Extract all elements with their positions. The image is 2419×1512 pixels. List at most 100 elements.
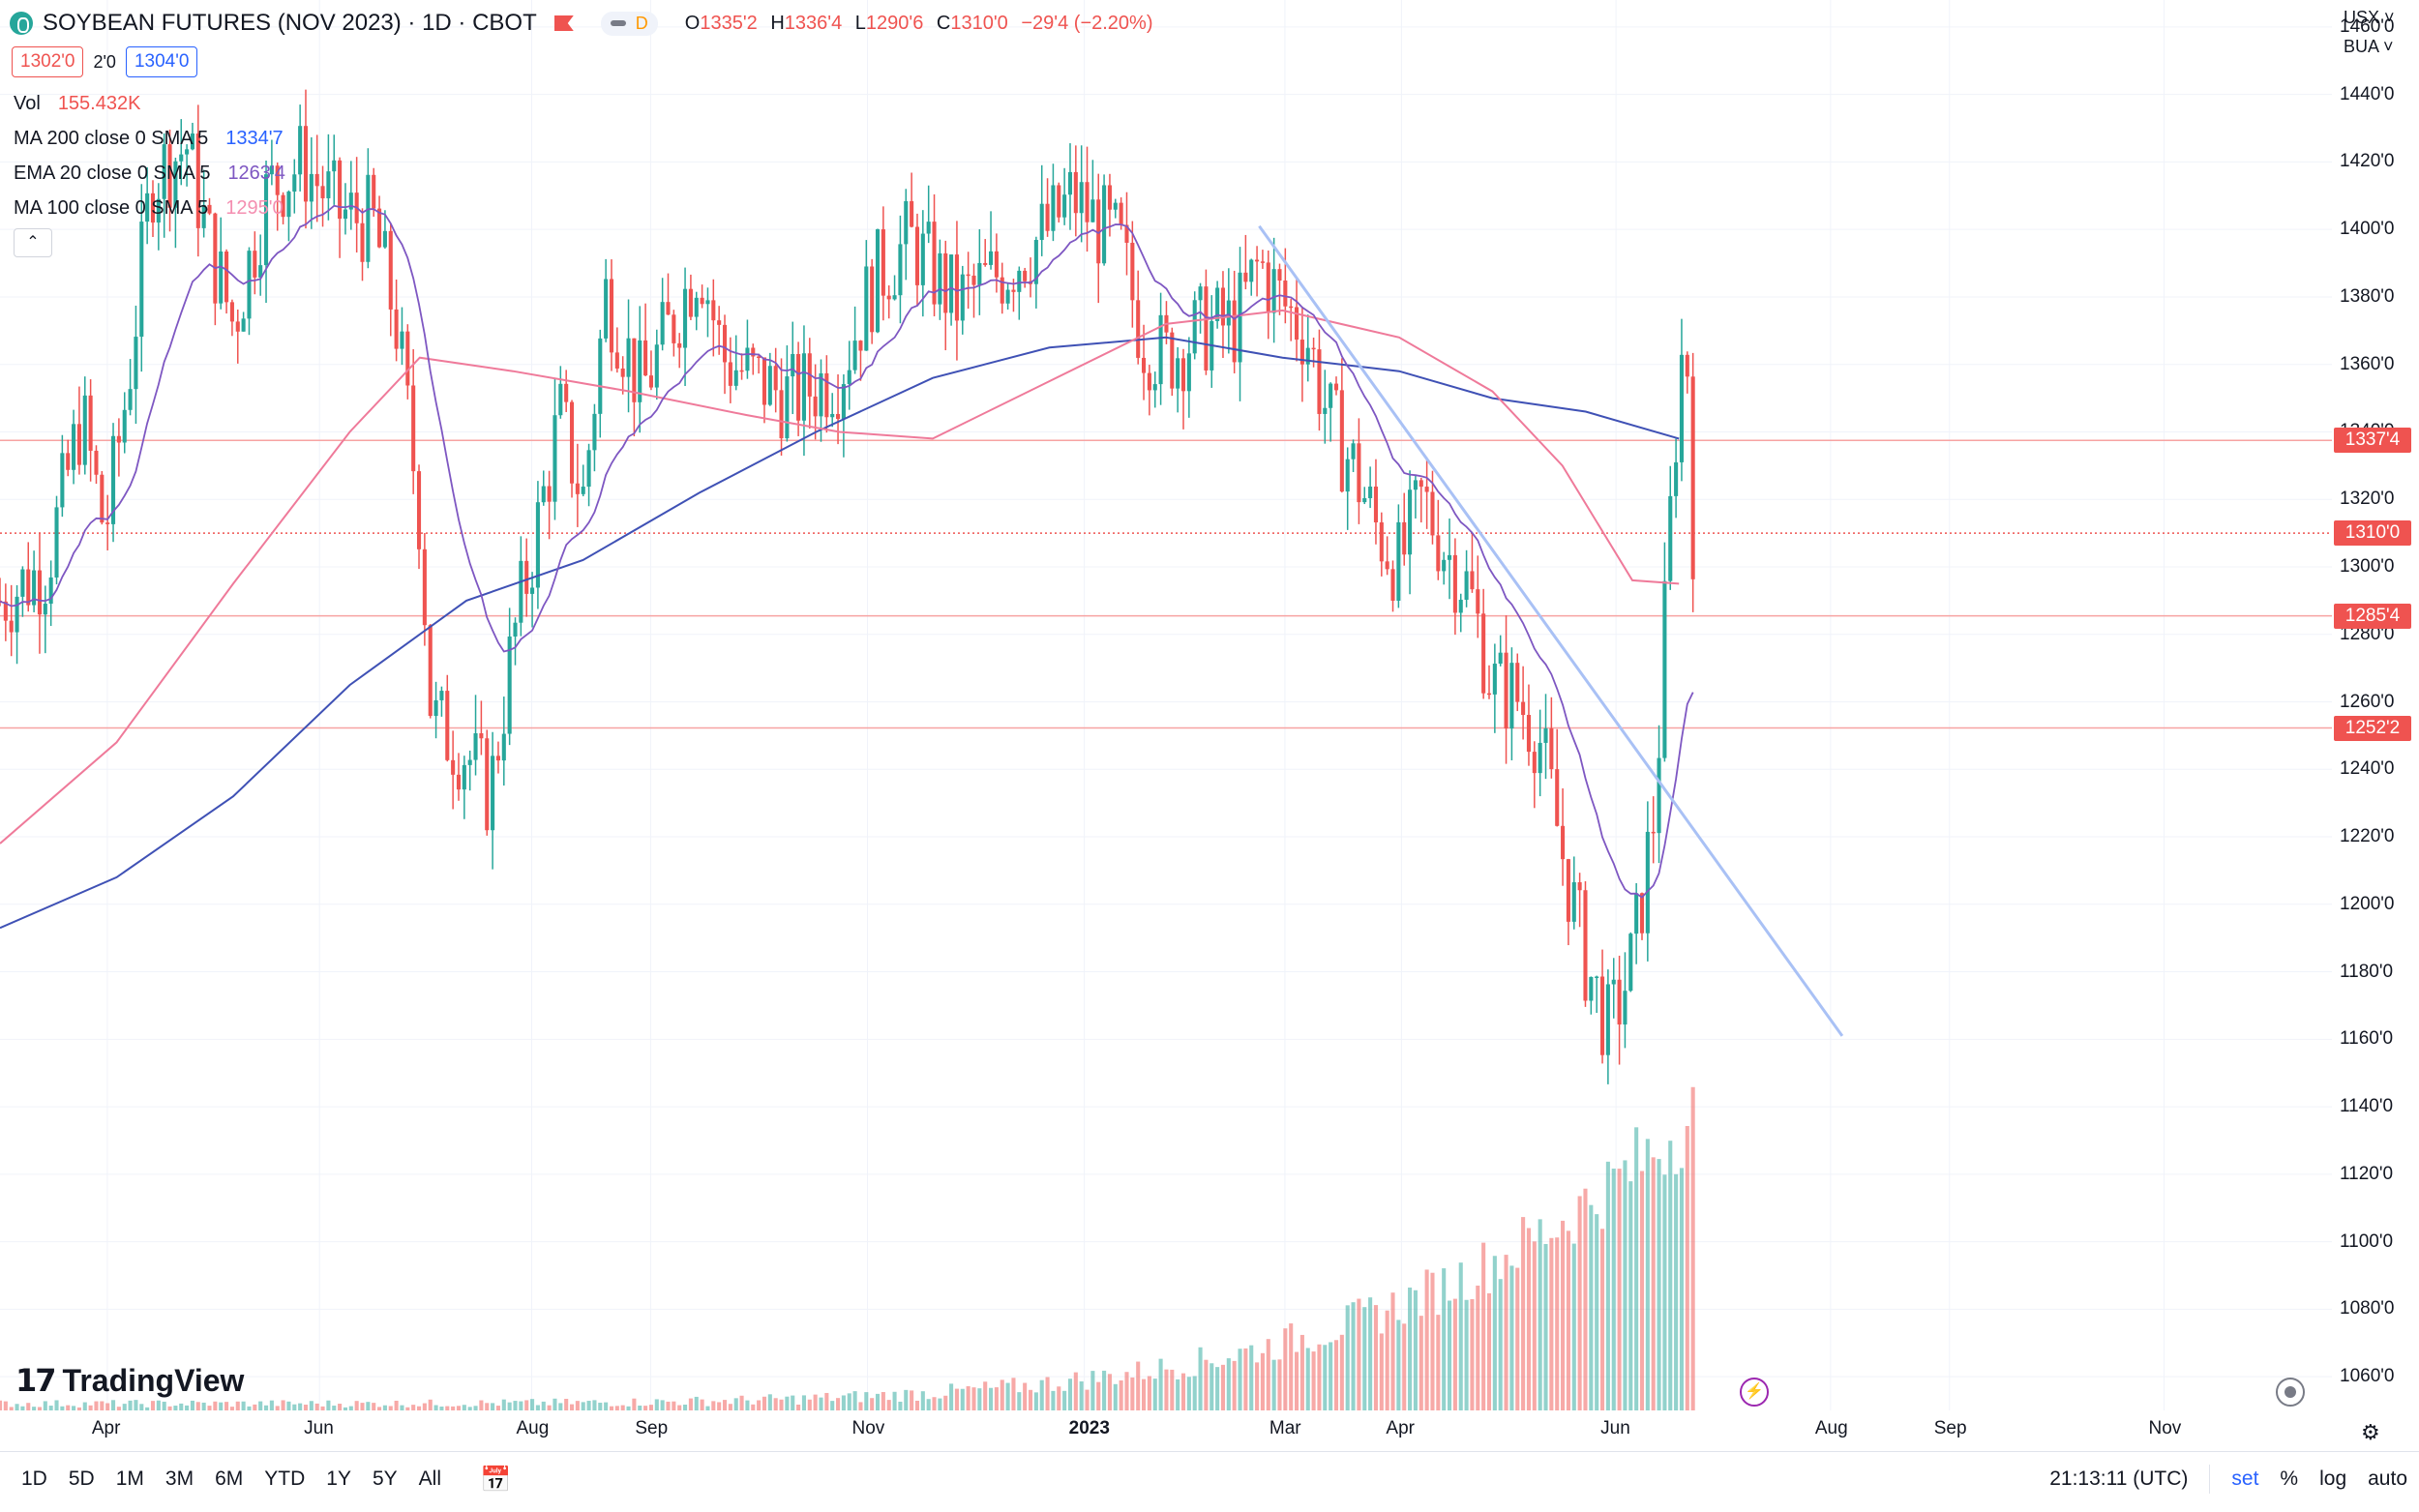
flag-icon[interactable] bbox=[553, 15, 574, 31]
utc-clock[interactable]: 21:13:11 (UTC) bbox=[2049, 1468, 2189, 1490]
close-value: 1310'0 bbox=[950, 12, 1008, 34]
candle-body bbox=[1674, 461, 1679, 496]
candle-body bbox=[791, 354, 795, 377]
indicator-ma100[interactable]: MA 100 close 0 SMA 5 1295'0 bbox=[14, 197, 284, 219]
volume-bar bbox=[1113, 1383, 1118, 1410]
gear-icon[interactable]: ⚙ bbox=[2361, 1420, 2380, 1444]
candle-body bbox=[1464, 571, 1469, 600]
unit-selector[interactable]: BUA ˅ bbox=[2344, 37, 2394, 56]
bottom-toolbar: 1D 5D 1M 3M 6M YTD 1Y 5Y All 📅 21:13:11 … bbox=[0, 1451, 2419, 1506]
candle-body bbox=[1255, 259, 1260, 262]
candle-body bbox=[9, 620, 14, 633]
candle-body bbox=[711, 300, 716, 321]
timeframe-1m[interactable]: 1M bbox=[115, 1468, 144, 1490]
candle-body bbox=[614, 352, 619, 369]
volume-bar bbox=[626, 1406, 631, 1410]
volume-bar bbox=[1623, 1160, 1628, 1410]
candle-body bbox=[1543, 727, 1548, 743]
candle-body bbox=[253, 251, 257, 278]
candle-body bbox=[541, 486, 546, 503]
candle-body bbox=[954, 254, 959, 321]
indicator-vol[interactable]: Vol 155.432K bbox=[14, 93, 141, 114]
candle-body bbox=[626, 338, 631, 377]
candle-body bbox=[1651, 831, 1656, 834]
candle-body bbox=[1373, 486, 1379, 522]
candle-body bbox=[779, 390, 784, 439]
auto-toggle[interactable]: auto bbox=[2368, 1468, 2407, 1490]
candle-body bbox=[1679, 354, 1684, 462]
volume-bar bbox=[983, 1381, 988, 1410]
volume-bar bbox=[569, 1404, 575, 1410]
timeframe-ytd[interactable]: YTD bbox=[264, 1468, 306, 1490]
symbol-title-bar[interactable]: SOYBEAN FUTURES (NOV 2023) · 1D · CBOT D… bbox=[10, 10, 1161, 37]
percent-toggle[interactable]: % bbox=[2280, 1468, 2299, 1490]
candle-body bbox=[733, 370, 738, 386]
volume-bar bbox=[858, 1402, 863, 1410]
scroll-to-realtime-icon[interactable] bbox=[2276, 1378, 2305, 1407]
timeframe-1y[interactable]: 1Y bbox=[326, 1468, 351, 1490]
candle-body bbox=[875, 229, 881, 333]
candle-body bbox=[1204, 286, 1209, 371]
price-axis-label: 1240'0 bbox=[2340, 758, 2395, 780]
symbol-title[interactable]: SOYBEAN FUTURES (NOV 2023) · 1D · CBOT bbox=[43, 10, 537, 36]
candle-body bbox=[1142, 357, 1147, 373]
candle-body bbox=[1339, 390, 1344, 492]
volume-bar bbox=[122, 1404, 127, 1410]
log-toggle[interactable]: log bbox=[2319, 1468, 2347, 1490]
indicator-ma200[interactable]: MA 200 close 0 SMA 5 1334'7 bbox=[14, 128, 284, 149]
volume-bar bbox=[1057, 1386, 1061, 1410]
timeframe-all[interactable]: All bbox=[418, 1468, 441, 1490]
volume-bar bbox=[666, 1401, 671, 1410]
timeframe-1d[interactable]: 1D bbox=[21, 1468, 47, 1490]
volume-bar bbox=[779, 1399, 784, 1410]
volume-bar bbox=[1000, 1379, 1004, 1410]
candle-body bbox=[326, 171, 331, 198]
candle-body bbox=[1079, 182, 1084, 214]
volume-bar bbox=[269, 1400, 274, 1410]
volume-bar bbox=[445, 1406, 450, 1410]
candle-body bbox=[700, 297, 704, 305]
volume-bar bbox=[263, 1405, 269, 1410]
volume-bar bbox=[966, 1385, 971, 1410]
collapse-legend-button[interactable]: ⌃ bbox=[14, 228, 52, 257]
session-toggle[interactable]: set bbox=[2231, 1468, 2259, 1490]
candle-body bbox=[1379, 521, 1384, 562]
volume-bar bbox=[989, 1387, 994, 1410]
volume-bar bbox=[309, 1401, 314, 1410]
sell-price-box[interactable]: 1302'0 bbox=[12, 46, 84, 77]
currency-selector[interactable]: USX ˅ bbox=[2344, 8, 2395, 27]
lightning-icon[interactable]: ⚡ bbox=[1740, 1378, 1769, 1407]
volume-bar bbox=[971, 1387, 976, 1410]
candle-body bbox=[1158, 314, 1163, 385]
candle-body bbox=[841, 384, 846, 420]
buy-price-box[interactable]: 1304'0 bbox=[125, 46, 198, 77]
volume-bar bbox=[105, 1403, 110, 1410]
timeframe-6m[interactable]: 6M bbox=[215, 1468, 244, 1490]
candle-body bbox=[1323, 407, 1328, 414]
volume-bar bbox=[1538, 1219, 1542, 1410]
candle-body bbox=[110, 435, 116, 524]
candle-body bbox=[400, 331, 404, 349]
volume-bar bbox=[654, 1399, 659, 1410]
candle-body bbox=[1033, 240, 1038, 284]
candle-body bbox=[1176, 358, 1180, 389]
volume-bar bbox=[938, 1398, 942, 1410]
volume-bar bbox=[66, 1405, 71, 1410]
candle-body bbox=[1419, 480, 1423, 488]
volume-bar bbox=[145, 1407, 150, 1410]
indicator-ema20[interactable]: EMA 20 close 0 SMA 5 1263'4 bbox=[14, 163, 285, 184]
volume-bar bbox=[1674, 1173, 1679, 1410]
price-axis-label: 1220'0 bbox=[2340, 826, 2395, 847]
calendar-range-icon[interactable]: 📅 bbox=[480, 1464, 512, 1494]
timeframe-5d[interactable]: 5D bbox=[68, 1468, 95, 1490]
timeframe-5y[interactable]: 5Y bbox=[372, 1468, 398, 1490]
data-status-pill[interactable]: D bbox=[600, 11, 658, 36]
candle-body bbox=[1090, 199, 1095, 222]
candle-body bbox=[1396, 521, 1401, 601]
volume-bar bbox=[43, 1401, 47, 1410]
tradingview-logo[interactable]: 17 TradingView bbox=[15, 1362, 245, 1399]
timeframe-3m[interactable]: 3M bbox=[164, 1468, 194, 1490]
volume-bar bbox=[762, 1396, 767, 1410]
volume-bar bbox=[1067, 1379, 1073, 1410]
